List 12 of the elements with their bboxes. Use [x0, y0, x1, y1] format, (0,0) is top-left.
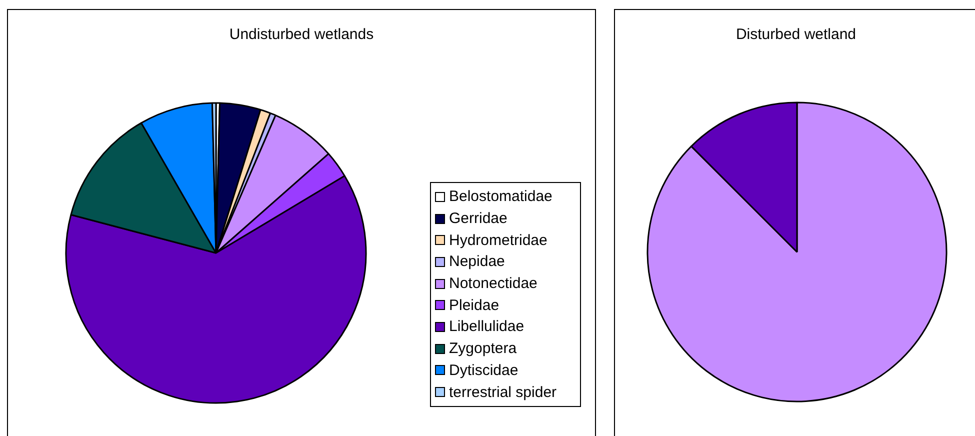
legend-label: Notonectidae — [449, 275, 538, 292]
legend-label: Dytiscidae — [449, 362, 518, 379]
legend-label: Nepidae — [449, 253, 505, 270]
legend-label: Hydrometridae — [449, 232, 548, 249]
legend-label: Libellulidae — [449, 318, 524, 336]
legend-label: Gerridae — [449, 210, 508, 228]
legend-label: Pleidae — [449, 296, 500, 314]
legend-label: terrestrial spider — [449, 384, 557, 401]
chart-title: Disturbed wetland — [734, 26, 858, 44]
chart-title: Undisturbed wetlands — [228, 26, 375, 44]
legend-label: Zygoptera — [449, 340, 517, 358]
legend-label: Belostomatidae — [449, 188, 552, 206]
